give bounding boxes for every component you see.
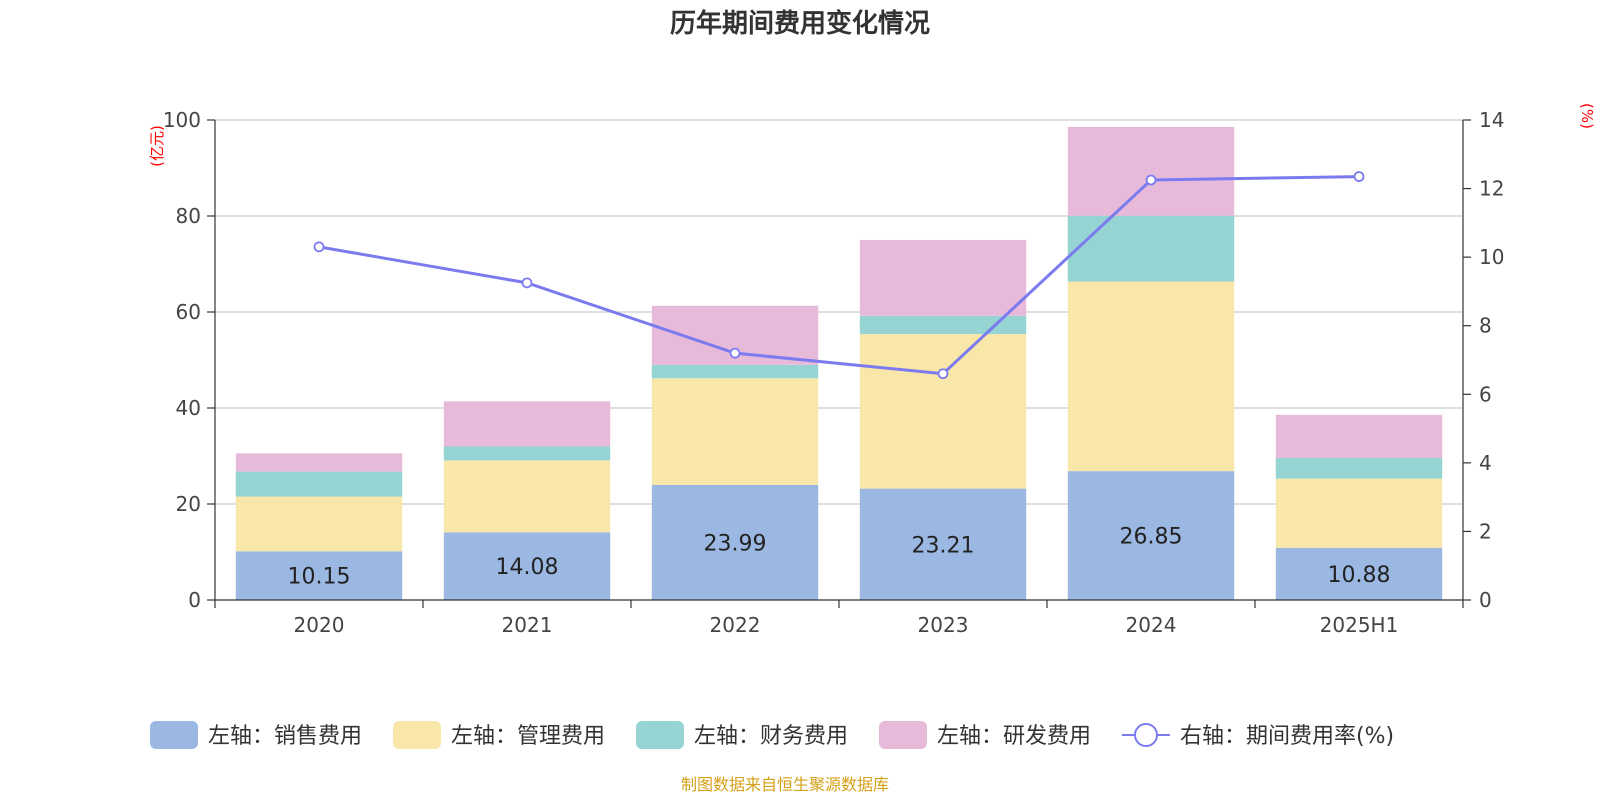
bar-segment [859, 488, 1027, 600]
legend: 左轴：销售费用 左轴：管理费用 左轴：财务费用 左轴：研发费用 右轴：期间费用率(%) [150, 721, 1394, 749]
bars [235, 126, 1443, 600]
bar-segment [1067, 471, 1235, 600]
bar-value-label: 23.21 [912, 533, 975, 558]
x-tick-label: 2022 [710, 613, 761, 637]
legend-swatch [879, 721, 927, 749]
right-axis-unit: (%) [1578, 103, 1596, 129]
legend-swatch [150, 721, 198, 749]
rate-line [313, 171, 1365, 380]
x-tick-label: 2025H1 [1320, 613, 1399, 637]
left-tick-label: 20 [176, 492, 201, 516]
bar-segment [651, 484, 819, 600]
right-tick-label: 2 [1479, 519, 1492, 543]
legend-label: 左轴：管理费用 [451, 724, 605, 749]
bar-segment [1067, 126, 1235, 216]
bar-segment [235, 496, 403, 552]
right-tick-label: 10 [1479, 245, 1504, 269]
rate-point [937, 368, 949, 380]
bar-value-label: 10.88 [1328, 563, 1391, 588]
bar-segment [443, 446, 611, 461]
legend-label: 左轴：财务费用 [694, 724, 848, 749]
bar-segment [859, 334, 1027, 489]
rate-line-path [318, 175, 1360, 376]
rate-point [729, 347, 741, 359]
legend-swatch [636, 721, 684, 749]
legend-circle-symbol [1134, 723, 1158, 747]
chart-title: 历年期间费用变化情况 [670, 8, 930, 39]
right-tick-label: 0 [1479, 588, 1492, 612]
bar-segment [1275, 458, 1443, 479]
bar-segment [443, 401, 611, 447]
bar-segment [235, 453, 403, 472]
bar-segment [443, 532, 611, 600]
rate-point [1353, 171, 1365, 182]
right-tick-label: 8 [1479, 314, 1492, 338]
grid-lines [215, 119, 1463, 505]
x-tick-label: 2021 [502, 613, 553, 637]
right-tick-label: 12 [1479, 177, 1504, 201]
x-tick-label: 2020 [294, 613, 345, 637]
x-tick-label: 2023 [918, 613, 969, 637]
rate-point [313, 241, 325, 253]
bar-segment [1067, 281, 1235, 472]
left-tick-label: 60 [176, 300, 201, 324]
legend-label: 右轴：期间费用率(%) [1180, 724, 1394, 749]
left-tick-label: 40 [176, 396, 201, 420]
legend-label: 左轴：销售费用 [208, 724, 362, 749]
left-tick-label: 0 [188, 588, 201, 612]
left-axis-unit: (亿元) [148, 125, 166, 167]
bar-segment [1275, 414, 1443, 459]
left-tick-label: 100 [163, 108, 201, 132]
legend-label: 左轴：研发费用 [937, 724, 1091, 749]
bar-segment [859, 239, 1027, 316]
bar-value-label: 26.85 [1120, 525, 1183, 550]
bar-value-label: 23.99 [704, 531, 767, 556]
bar-segment [651, 378, 819, 485]
rate-point [521, 277, 533, 289]
bar-labels: 10.15 14.08 23.99 23.21 26.85 10.88 [288, 525, 1391, 590]
right-tick-label: 6 [1479, 382, 1492, 406]
axes: 0 20 40 60 80 100 0 2 4 6 8 10 12 14 2020 2021 2022 2023 2… [163, 108, 1505, 637]
bar-segment [235, 471, 403, 497]
bar-segment [235, 551, 403, 600]
bar-value-label: 14.08 [496, 555, 559, 580]
bar-segment [1275, 547, 1443, 600]
legend-swatch [393, 721, 441, 749]
right-tick-label: 4 [1479, 451, 1492, 475]
x-tick-label: 2024 [1126, 613, 1177, 637]
bar-segment [1275, 478, 1443, 548]
bar-segment [859, 315, 1027, 335]
bar-value-label: 10.15 [288, 565, 351, 590]
bar-segment [1067, 215, 1235, 282]
rate-point [1145, 174, 1157, 186]
bar-segment [443, 460, 611, 533]
bar-segment [651, 364, 819, 379]
source-text: 制图数据来自恒生聚源数据库 [681, 775, 889, 794]
right-tick-label: 14 [1479, 108, 1504, 132]
left-tick-label: 80 [176, 204, 201, 228]
